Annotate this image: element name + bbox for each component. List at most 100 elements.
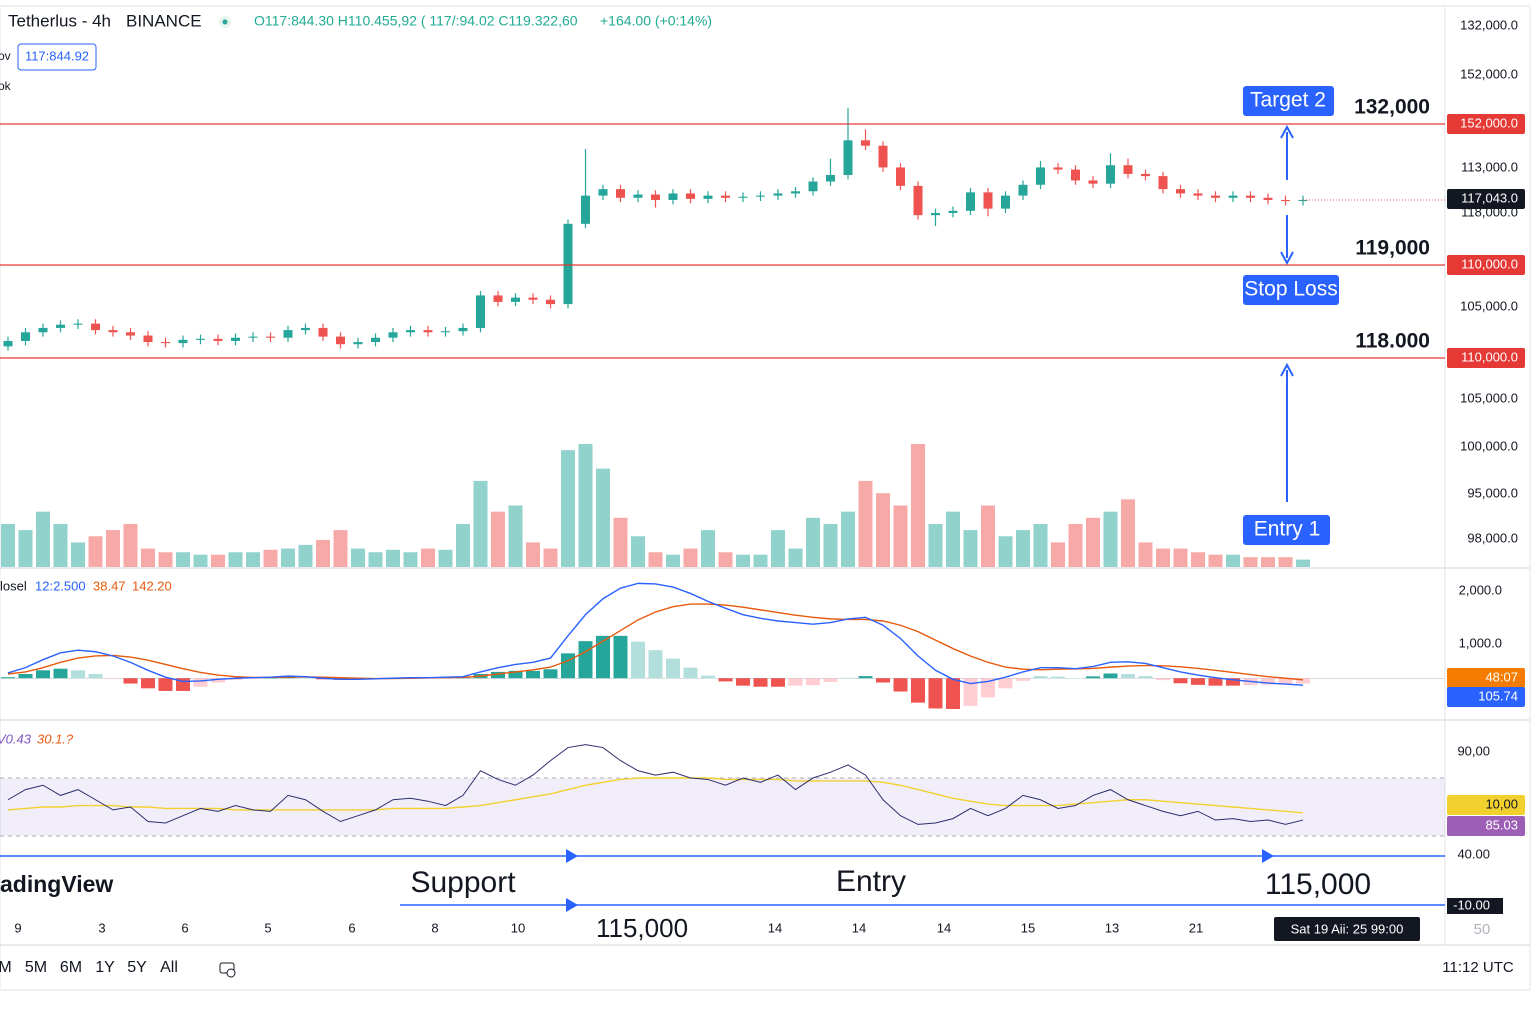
arrow-head (1280, 251, 1294, 266)
watermark: adingView (0, 871, 113, 897)
macd-histogram (1, 677, 15, 679)
macd-histogram (526, 670, 540, 679)
candle-body (56, 324, 65, 328)
arrow-head (1280, 362, 1294, 377)
candle-body (843, 140, 853, 176)
volume-bar (1191, 552, 1205, 567)
volume-bar (718, 552, 733, 567)
candle-body (511, 297, 520, 302)
macd-histogram (1208, 678, 1223, 686)
candle-body (563, 223, 573, 305)
level-tag: 152,000.0 (1460, 115, 1518, 130)
candle-body (91, 323, 100, 331)
candle-body (878, 145, 888, 168)
candle-body (1158, 176, 1168, 190)
macd-histogram (1296, 678, 1310, 684)
rsi-tag-box (1447, 816, 1525, 836)
candle-body (1141, 173, 1150, 177)
macd-line (7, 582, 1304, 686)
candle-body (161, 342, 170, 344)
price-axis-label: 95,000.0 (1467, 485, 1518, 500)
macd-histogram (928, 678, 943, 709)
macd-histogram (18, 674, 33, 679)
macd-histogram (1261, 678, 1275, 685)
macd-histogram (578, 641, 593, 679)
range-button[interactable]: 1Y (95, 959, 115, 976)
current-price-tag-box (1447, 189, 1525, 209)
candle-body (248, 336, 258, 338)
volume-bar (1016, 530, 1030, 567)
macd-histogram (193, 678, 208, 687)
volume-bar (263, 549, 278, 567)
candle-body (1036, 167, 1045, 185)
macd-histogram (228, 678, 243, 680)
range-button[interactable]: 5Y (127, 959, 147, 976)
volume-bar (106, 530, 120, 567)
candle-body (1106, 165, 1115, 184)
candle-body (1193, 193, 1203, 196)
volume-bar (683, 548, 698, 567)
volume-bar (998, 536, 1013, 567)
macd-histogram (613, 635, 628, 679)
range-button[interactable]: M (0, 959, 12, 976)
compare-icon[interactable] (219, 962, 236, 978)
candle-body (21, 332, 30, 341)
line-marker (566, 898, 578, 912)
macd-histogram (106, 678, 120, 679)
candle-body (1071, 169, 1080, 181)
candle-body (948, 210, 958, 213)
price-box-text: 117:844.92 (25, 48, 89, 63)
macd-histogram (141, 678, 155, 689)
candle-body (126, 332, 135, 336)
macd-legend: losel (0, 578, 27, 593)
level-tag-box (1447, 114, 1525, 134)
volume-bar (561, 450, 575, 567)
macd-histogram (1033, 676, 1048, 679)
volume-bar (281, 548, 295, 567)
time-axis-label: 5 (264, 920, 271, 935)
macd-histogram (1138, 676, 1153, 679)
candle-body (213, 338, 223, 341)
candle-body (493, 295, 503, 302)
candle-body (773, 193, 783, 196)
range-button[interactable]: All (160, 959, 178, 976)
candle-body (1176, 189, 1185, 194)
rsi-tag-box (1447, 795, 1525, 815)
volume-bar (1226, 554, 1240, 567)
macd-histogram (631, 641, 645, 679)
range-button[interactable]: 6M (60, 959, 82, 976)
candle-body (686, 193, 695, 199)
level-tag-box (1447, 255, 1525, 275)
candle-body (406, 330, 415, 333)
time-axis-label: 14 (768, 920, 782, 935)
price-axis-label: 113,000.0 (1461, 159, 1518, 174)
date-box-text: Sat 19 Aii: 25 99:00 (1291, 921, 1404, 936)
macd-histogram (771, 678, 785, 687)
volume-bar (368, 552, 383, 567)
candle-body (703, 195, 713, 199)
volume-bar (71, 542, 85, 567)
time-axis-label: 3 (98, 920, 105, 935)
axis-extra: 50 (1474, 921, 1491, 938)
level-label: 119,000 (1355, 237, 1430, 260)
time-axis-label: 13 (1105, 920, 1119, 935)
macd-histogram (963, 678, 978, 706)
candle-body (476, 295, 485, 328)
entry-text: Entry (836, 865, 906, 898)
marks (0, 107, 1445, 837)
rsi-legend: 30.1.? (37, 731, 74, 746)
candle-body (441, 331, 450, 333)
rsi-axis-label: -10.00 (1453, 897, 1490, 912)
volume-bar (333, 530, 348, 567)
candle-body (633, 194, 643, 198)
volume-bar (946, 511, 960, 567)
range-button[interactable]: 5M (25, 959, 47, 976)
candle-body (598, 189, 608, 196)
candle-body (423, 330, 433, 333)
price-box[interactable] (17, 43, 97, 71)
candle-body (458, 327, 468, 332)
signal-line (7, 603, 1304, 681)
volume-bar (508, 505, 523, 567)
volume-bar (526, 542, 540, 567)
time-axis-label: 14 (852, 920, 866, 935)
